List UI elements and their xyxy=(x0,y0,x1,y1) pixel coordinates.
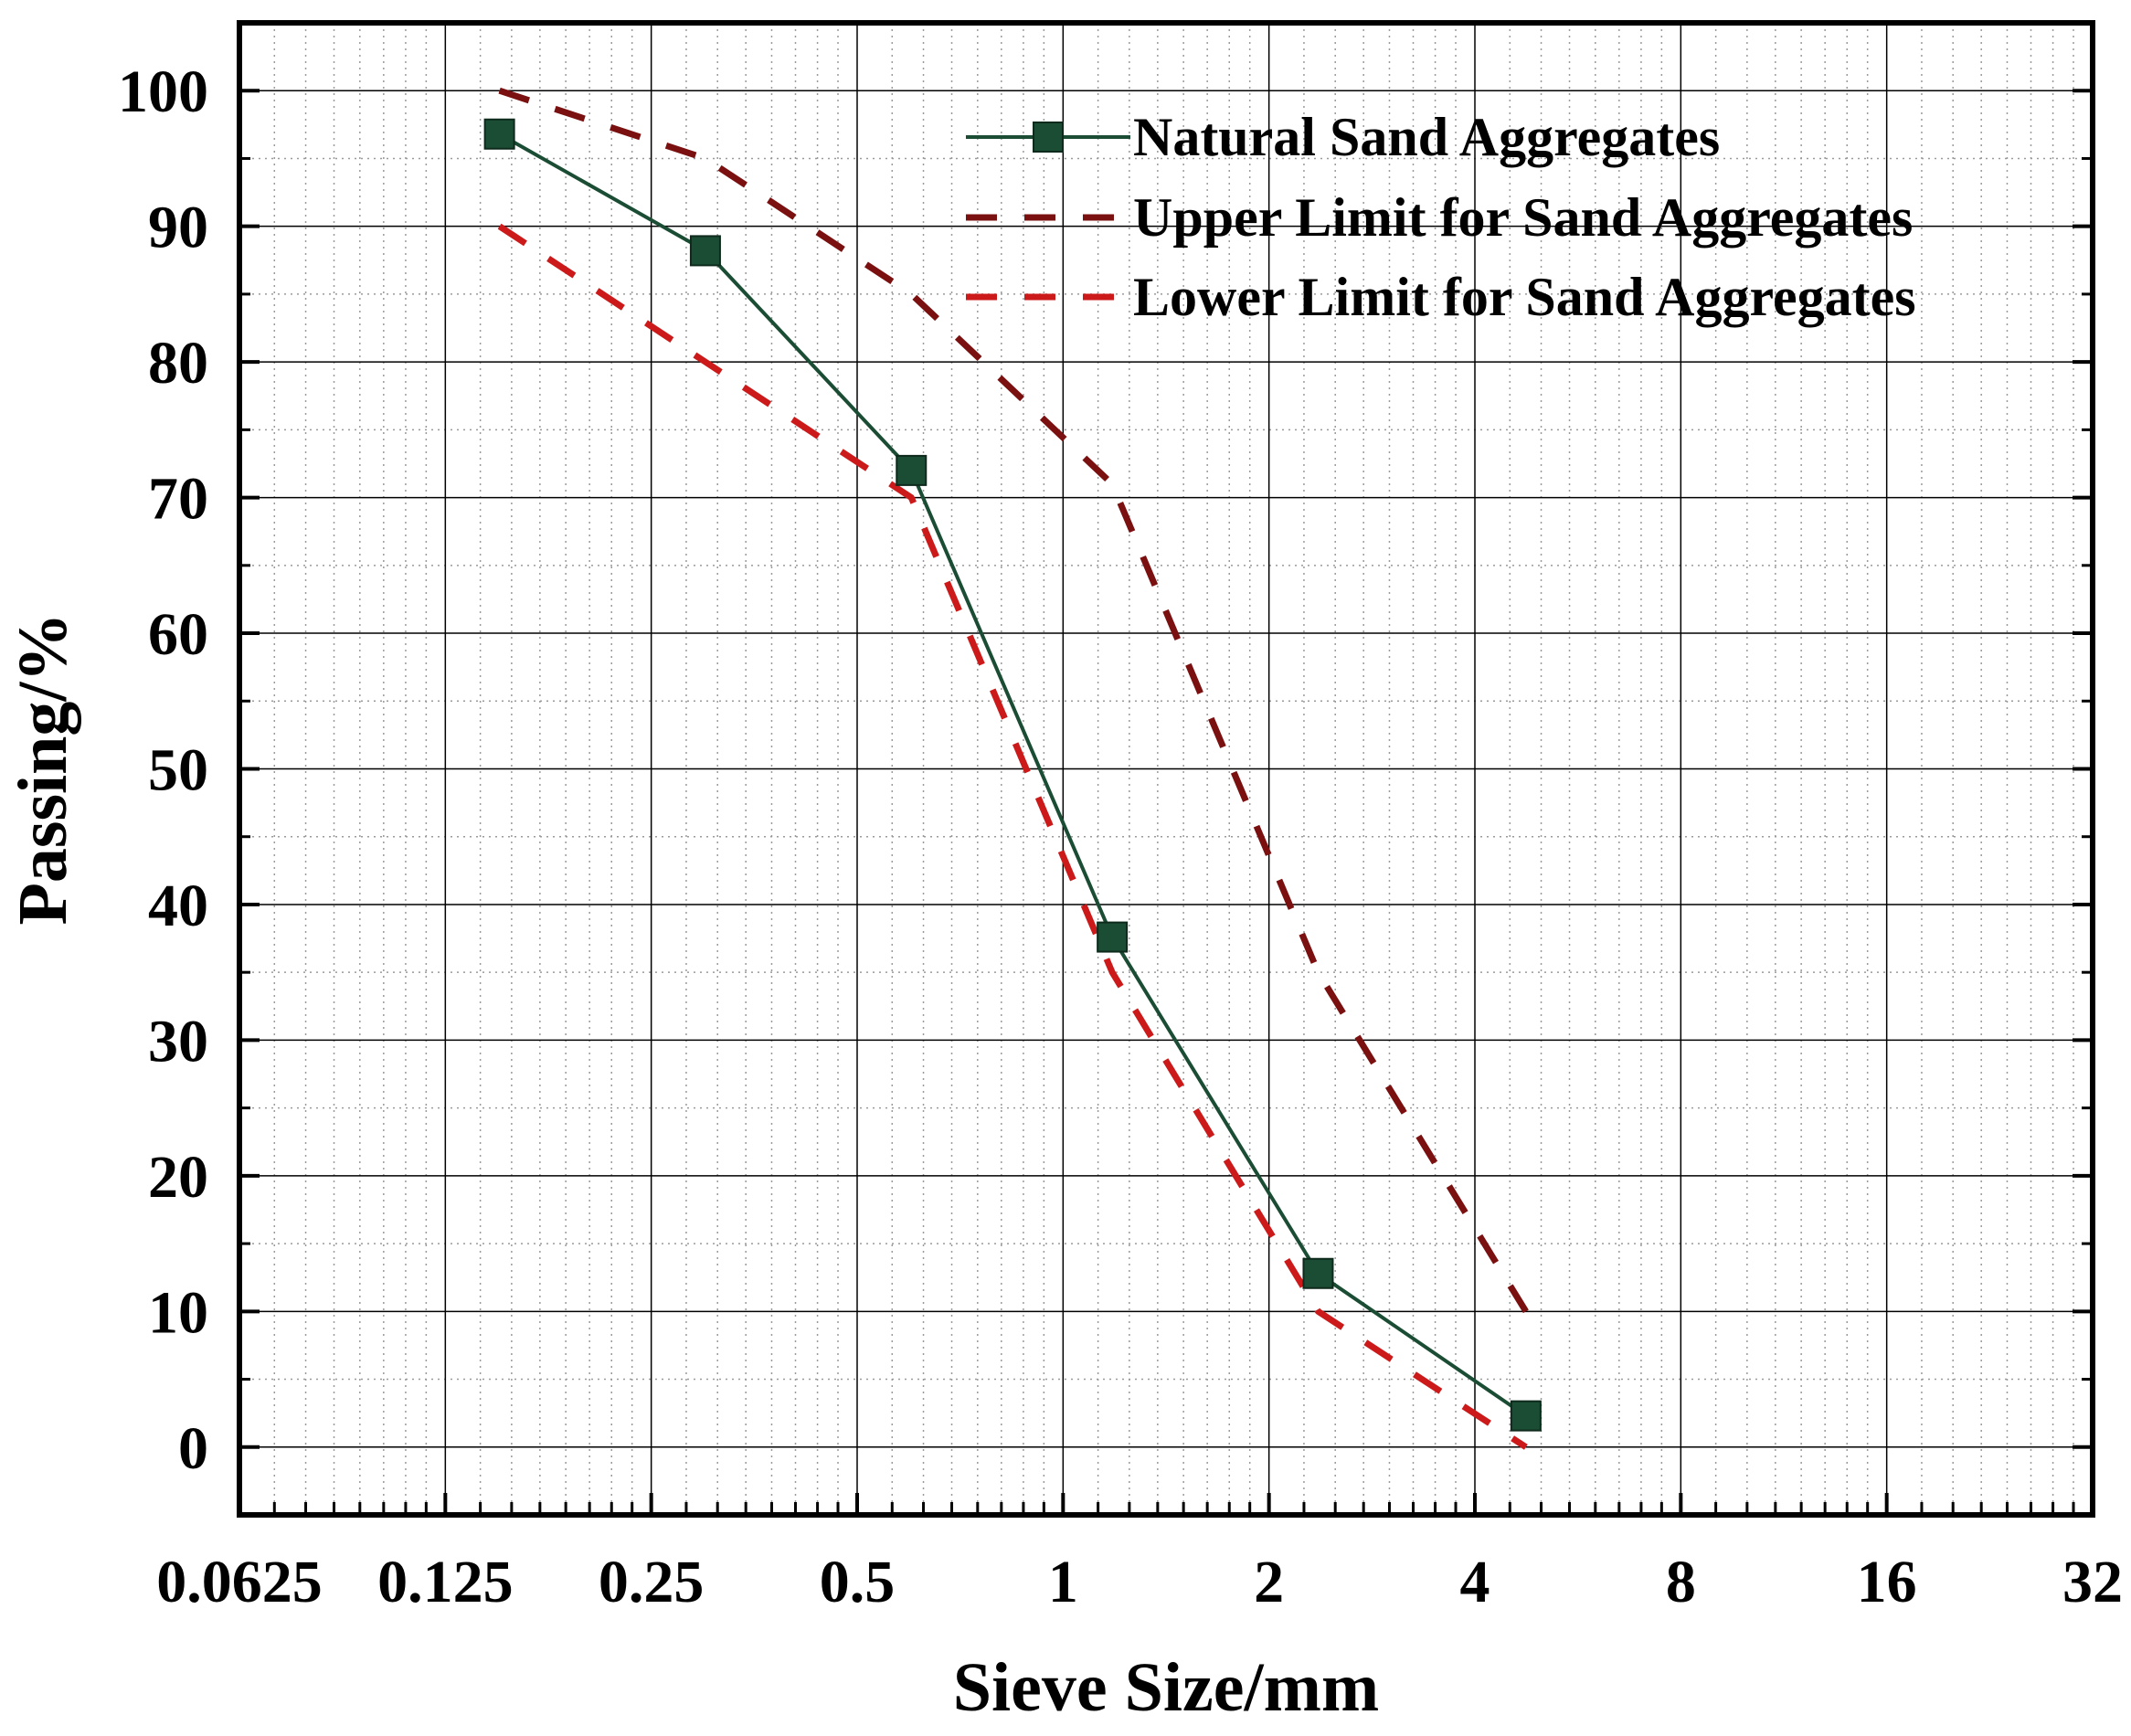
y-tick-label: 70 xyxy=(148,466,208,533)
x-tick-label: 2 xyxy=(1254,1549,1284,1615)
y-tick-label: 50 xyxy=(148,737,208,804)
legend: Natural Sand Aggregates Upper Limit for S… xyxy=(966,107,1916,327)
x-tick-label: 8 xyxy=(1666,1549,1696,1615)
series-line-natural-sand-aggregates xyxy=(498,132,1527,1418)
data-point-marker xyxy=(1302,1257,1334,1289)
y-tick-label: 0 xyxy=(178,1415,208,1482)
legend-label: Lower Limit for Sand Aggregates xyxy=(1133,267,1916,327)
y-tick-label: 90 xyxy=(148,195,208,261)
data-point-marker xyxy=(896,454,928,486)
y-tick-label: 10 xyxy=(148,1279,208,1346)
x-tick-label: 16 xyxy=(1857,1549,1917,1615)
y-axis-title: Passing/% xyxy=(5,612,81,925)
y-tick-labels: 0 10 20 30 40 50 60 70 80 90 100 xyxy=(118,58,208,1482)
data-point-marker xyxy=(1097,921,1129,953)
series-line-lower-limit-for-sand-aggregates xyxy=(497,223,1528,1450)
x-tick-label: 0.25 xyxy=(599,1549,705,1615)
series-line-upper-limit-for-sand-aggregates xyxy=(498,87,1529,1314)
legend-marker xyxy=(1033,122,1064,153)
x-tick-label: 0.0625 xyxy=(156,1549,323,1615)
x-tick-labels: 0.0625 0.125 0.25 0.5 1 2 4 8 16 32 xyxy=(156,1549,2123,1615)
y-tick-label: 60 xyxy=(148,601,208,668)
y-tick-label: 100 xyxy=(118,58,208,125)
legend-label: Natural Sand Aggregates xyxy=(1133,107,1720,167)
y-tick-label: 80 xyxy=(148,330,208,397)
legend-label: Upper Limit for Sand Aggregates xyxy=(1133,187,1913,248)
series-layer xyxy=(483,87,1542,1450)
axis-ticks xyxy=(238,21,2094,1517)
y-tick-label: 40 xyxy=(148,873,208,939)
x-tick-label: 1 xyxy=(1048,1549,1078,1615)
data-point-marker xyxy=(689,235,721,267)
x-axis-title: Sieve Size/mm xyxy=(953,1649,1379,1726)
data-point-marker xyxy=(483,118,515,150)
x-tick-label: 32 xyxy=(2062,1549,2123,1615)
x-tick-label: 0.5 xyxy=(820,1549,896,1615)
y-tick-label: 30 xyxy=(148,1008,208,1074)
data-point-marker xyxy=(1510,1400,1542,1432)
y-tick-label: 20 xyxy=(148,1144,208,1211)
x-tick-label: 4 xyxy=(1460,1549,1490,1615)
x-tick-label: 0.125 xyxy=(377,1549,514,1615)
